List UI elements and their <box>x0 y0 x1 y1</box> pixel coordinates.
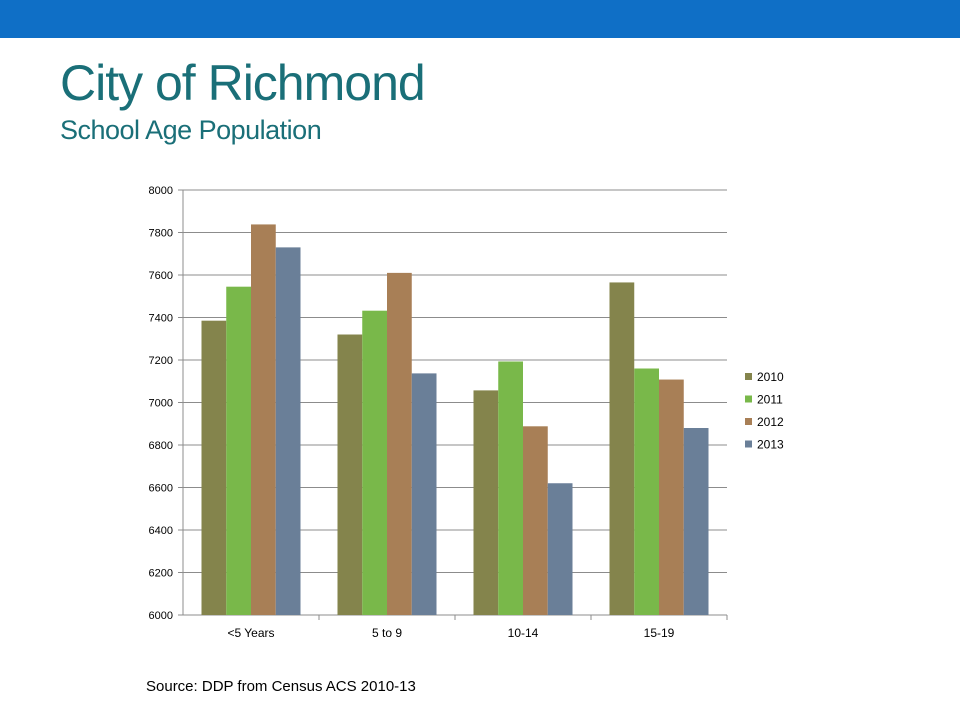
y-tick-label: 7600 <box>149 270 173 282</box>
bar-2012-0 <box>251 224 276 616</box>
bar-2012-2 <box>523 426 548 615</box>
legend-label-2011: 2011 <box>757 393 783 407</box>
y-tick-label: 6000 <box>149 610 173 622</box>
legend-label-2013: 2013 <box>757 438 784 452</box>
y-tick-label: 6200 <box>149 568 173 580</box>
x-tick-label: 10-14 <box>508 626 539 640</box>
legend-swatch-2013 <box>745 440 752 448</box>
y-tick-label: 6600 <box>149 483 173 495</box>
top-accent-bar <box>0 0 960 38</box>
y-tick-label: 6800 <box>149 440 173 452</box>
bar-2013-3 <box>683 428 709 615</box>
legend-label-2012: 2012 <box>757 415 784 429</box>
y-tick-label: 7000 <box>149 398 173 410</box>
legend-label-2010: 2010 <box>757 370 784 384</box>
slide-title: City of Richmond <box>60 55 426 111</box>
bar-2010-2 <box>473 390 499 615</box>
y-tick-label: 7200 <box>149 355 173 367</box>
bar-2010-3 <box>609 282 635 615</box>
bar-2011-0 <box>226 286 251 615</box>
y-tick-label: 8000 <box>149 185 173 197</box>
bar-2013-0 <box>275 247 301 615</box>
bar-2011-2 <box>498 361 523 615</box>
bar-2012-1 <box>387 272 412 615</box>
legend-swatch-2010 <box>745 373 752 380</box>
legend-swatch-2011 <box>745 395 752 403</box>
x-tick-label: <5 Years <box>227 626 274 640</box>
y-tick-label: 7400 <box>149 313 173 325</box>
bar-2010-1 <box>337 334 363 615</box>
legend-swatch-2012 <box>745 418 752 425</box>
bar-2010-0 <box>201 320 227 615</box>
bar-2013-1 <box>411 373 437 615</box>
x-tick-label: 5 to 9 <box>372 626 402 640</box>
bar-2013-2 <box>547 483 573 615</box>
bar-2012-3 <box>659 379 684 615</box>
bar-2011-1 <box>362 310 387 615</box>
y-tick-label: 6400 <box>149 525 173 537</box>
source-note: Source: DDP from Census ACS 2010-13 <box>146 678 416 695</box>
bar-2011-3 <box>634 368 659 615</box>
x-tick-label: 15-19 <box>644 626 675 640</box>
title-block: City of Richmond School Age Population <box>60 55 426 145</box>
slide-subtitle: School Age Population <box>60 115 322 145</box>
y-tick-label: 7800 <box>149 228 173 240</box>
